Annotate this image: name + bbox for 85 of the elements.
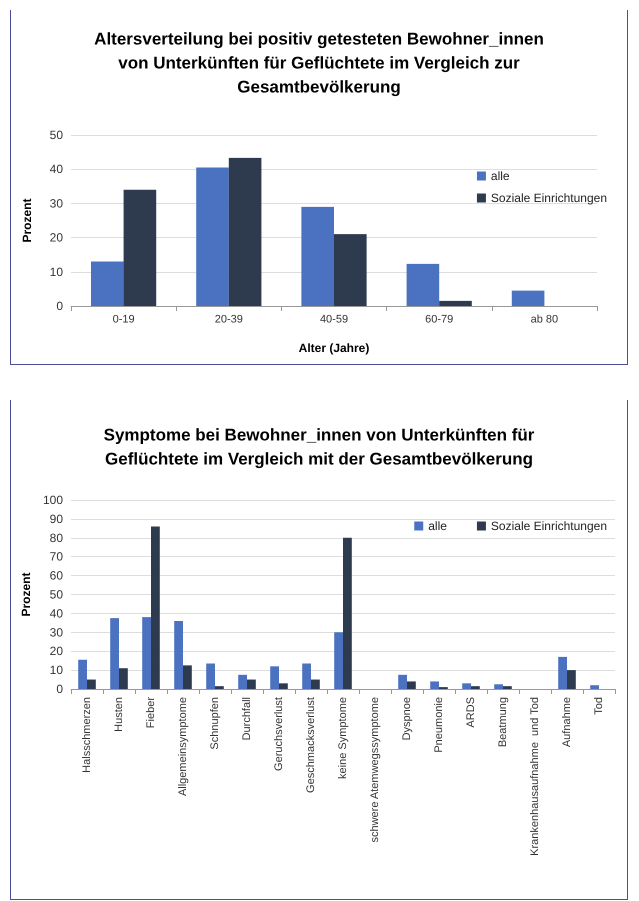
bar	[228, 158, 262, 306]
x-tick-label: Beatmung	[497, 697, 509, 748]
x-tick-label: Pneumonie	[433, 697, 445, 753]
bar	[124, 190, 156, 306]
bar	[311, 680, 320, 689]
chart-title: Symptome bei Bewohner_innen von Unterkünften für Geflüchtete im Vergleich mit der Gesamtbevölkerung	[104, 426, 535, 468]
x-tick-label: Fieber	[145, 696, 157, 728]
bar	[279, 683, 288, 689]
x-tick-label: Geschmacksverlust	[305, 697, 317, 793]
bar	[512, 290, 544, 306]
bar	[558, 656, 567, 689]
y-tick-label: 50	[50, 588, 64, 602]
x-tick-label: Krankenhausaufnahme und Tod	[529, 697, 541, 856]
x-tick-label: Geruchsverlust	[273, 697, 285, 771]
bar	[398, 674, 407, 689]
bar	[196, 167, 229, 306]
y-axis-title: Prozent	[19, 572, 34, 617]
x-tick-label: 60-79	[425, 314, 454, 326]
bar	[151, 526, 160, 689]
bar	[183, 665, 192, 689]
bar	[503, 686, 512, 689]
y-tick-label: 10	[50, 663, 64, 678]
bar	[270, 666, 279, 689]
x-axis-title: Alter (Jahre)	[298, 341, 370, 355]
bar	[462, 683, 471, 689]
bar	[87, 680, 96, 689]
y-tick-label: 70	[50, 550, 64, 564]
legend-label: Soziale Einrichtungen	[490, 191, 608, 205]
y-tick-label: 100	[42, 493, 64, 507]
y-tick-label: 80	[50, 530, 64, 545]
x-tick-label: 40-59	[320, 314, 348, 326]
legend-label: alle	[490, 169, 510, 183]
x-tick-label: Schnupfen	[209, 697, 221, 750]
bar	[430, 681, 439, 689]
bar	[590, 685, 599, 689]
x-tick-label: keine Symptome	[337, 697, 349, 779]
bar	[247, 680, 256, 689]
y-tick-label: 20	[50, 644, 64, 658]
bar	[215, 686, 224, 689]
x-tick-label: ab 80	[530, 314, 558, 326]
x-tick-label: Dyspnoe	[401, 697, 413, 740]
bar	[90, 262, 124, 306]
bar	[78, 660, 87, 689]
y-tick-label: 20	[50, 230, 64, 245]
bar	[110, 618, 119, 689]
bar	[238, 674, 247, 689]
bar	[439, 300, 472, 306]
bar	[406, 264, 440, 306]
legend-label: Soziale Einrichtungen	[490, 519, 608, 533]
y-tick-label: 0	[56, 682, 64, 696]
x-tick-label: 20-39	[214, 314, 243, 326]
bar	[343, 538, 352, 689]
y-tick-label: 60	[50, 568, 64, 583]
legend-label: alle	[428, 519, 448, 533]
y-tick-label: 50	[50, 128, 64, 142]
bar	[334, 632, 343, 689]
y-tick-label: 30	[50, 196, 64, 210]
bar	[119, 668, 128, 689]
x-tick-label: Halsschmerzen	[81, 697, 93, 773]
bar	[567, 670, 576, 689]
x-tick-label: Allgemeinsymptome	[177, 697, 189, 796]
y-axis-title: Prozent	[20, 198, 34, 243]
bar	[407, 681, 416, 689]
y-tick-label: 0	[56, 299, 64, 313]
bar	[142, 617, 151, 689]
bar	[302, 663, 311, 689]
bar	[471, 686, 480, 689]
bar	[494, 684, 503, 689]
chart-title: Altersverteilung bei positiv getesteten Bewohner_innen von Unterkünften für Geflüchtete im Vergleich zur Gesamtbevölkerung	[94, 30, 544, 96]
x-tick-label: Husten	[113, 697, 125, 732]
x-tick-label: schwere Atemwegssymptome	[369, 697, 381, 842]
bar	[301, 206, 334, 306]
y-tick-label: 90	[50, 512, 64, 526]
bar	[206, 663, 215, 689]
x-tick-label: Tod	[593, 697, 605, 715]
x-tick-label: 0-19	[112, 314, 135, 326]
y-tick-label: 30	[50, 625, 64, 640]
y-tick-label: 10	[50, 264, 64, 279]
bar	[334, 234, 367, 306]
x-tick-label: Aufnahme	[561, 697, 573, 748]
x-tick-label: Durchfall	[241, 697, 253, 740]
x-tick-label: ARDS	[465, 697, 477, 728]
y-tick-label: 40	[50, 606, 64, 620]
y-tick-label: 40	[50, 162, 64, 176]
bar	[174, 620, 183, 689]
